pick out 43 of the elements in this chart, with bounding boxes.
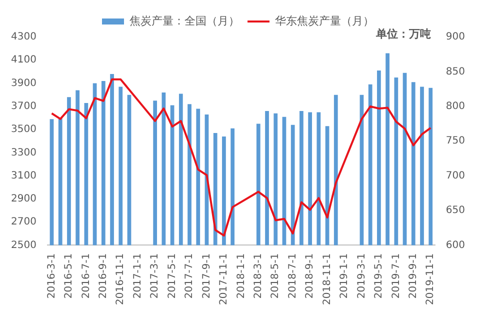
y-tick-label: 2900 <box>10 194 36 205</box>
y2-tick-label: 750 <box>446 136 466 147</box>
y2-tick-label: 700 <box>446 170 466 182</box>
x-tick-label: 2019-7-1 <box>390 253 402 299</box>
legend-label: 焦炭产量：全国（月） <box>130 14 240 28</box>
y2-tick-label: 800 <box>446 101 466 112</box>
x-tick-label: 2017-11-1 <box>218 253 230 306</box>
y-tick-label: 3500 <box>10 124 36 136</box>
x-tick-label: 2018-11-1 <box>322 253 333 306</box>
x-tick-label: 2017-1-1 <box>132 253 144 299</box>
x-tick-label: 2019-9-1 <box>408 253 419 299</box>
x-tick-label: 2018-9-1 <box>304 253 316 299</box>
y2-tick-label: 600 <box>446 240 466 251</box>
x-tick-label: 2019-3-1 <box>356 253 368 299</box>
x-tick-label: 2018-7-1 <box>287 253 298 299</box>
x-tick-label: 2019-5-1 <box>374 253 385 299</box>
x-tick-label: 2018-3-1 <box>252 253 264 299</box>
y2-tick-label: 650 <box>446 205 466 216</box>
y2-tick-label: 850 <box>446 66 466 78</box>
x-tick-label: 2019-1-1 <box>339 253 350 299</box>
x-tick-label: 2018-1-1 <box>236 253 247 299</box>
y-tick-label: 3300 <box>10 147 36 158</box>
x-tick-label: 2016-9-1 <box>98 253 110 299</box>
y-tick-label: 3900 <box>10 78 36 89</box>
y-tick-label: 2700 <box>10 216 36 228</box>
y-tick-label: 3100 <box>10 170 36 182</box>
x-tick-label: 2017-9-1 <box>201 253 212 299</box>
y-tick-label: 3700 <box>10 101 36 112</box>
x-tick-label: 2016-5-1 <box>64 253 75 299</box>
legend-label: 华东焦炭产量（月） <box>275 14 374 28</box>
y2-tick-label: 900 <box>446 32 466 43</box>
x-tick-label: 2017-7-1 <box>184 253 196 299</box>
y-tick-label: 4300 <box>10 32 36 43</box>
y-tick-label: 2500 <box>10 240 36 251</box>
y-tick-label: 4100 <box>10 54 36 66</box>
x-tick-label: 2018-5-1 <box>270 253 282 299</box>
x-tick-label: 2019-11-1 <box>425 253 436 306</box>
x-tick-label: 2016-11-1 <box>115 253 126 306</box>
x-tick-label: 2016-7-1 <box>80 253 92 299</box>
x-tick-label: 2016-3-1 <box>46 253 58 299</box>
x-tick-label: 2017-5-1 <box>166 253 178 299</box>
x-tick-label: 2017-3-1 <box>150 253 161 299</box>
annotation: 单位：万吨 <box>374 27 431 40</box>
